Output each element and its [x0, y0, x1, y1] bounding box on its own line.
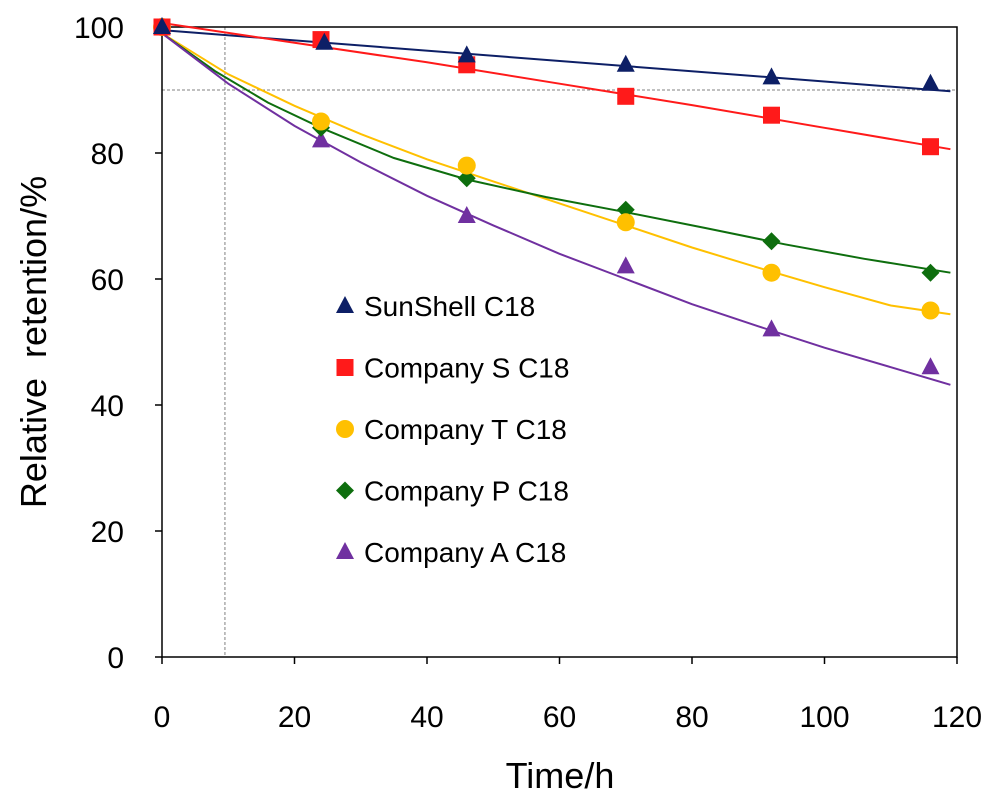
data-point-company-s-c18	[617, 87, 635, 105]
data-point-sunshell-c18	[762, 67, 781, 85]
y-tick-label: 60	[91, 264, 124, 297]
legend-label-company-t-c18: Company T C18	[364, 414, 567, 445]
x-tick-label: 40	[410, 701, 443, 734]
data-point-company-a-c18	[921, 357, 940, 375]
x-tick-label: 0	[154, 701, 171, 734]
data-point-company-p-c18	[457, 169, 476, 188]
data-point-company-p-c18	[921, 263, 940, 282]
data-point-sunshell-c18	[153, 17, 171, 34]
data-point-company-t-c18	[921, 301, 940, 320]
fit-line-company-t-c18	[161, 32, 951, 316]
data-point-company-s-c18	[922, 138, 939, 156]
data-point-company-s-c18	[763, 106, 780, 124]
data-point-sunshell-c18	[616, 54, 635, 72]
y-tick-label: 0	[107, 642, 124, 675]
x-tick-label: 80	[675, 701, 708, 734]
x-tick-labels: 0 20 40 60 80 100 120	[154, 701, 982, 734]
tick-marks	[155, 26, 958, 664]
fit-lines	[155, 21, 951, 386]
reference-lines	[162, 27, 957, 657]
fit-line-company-a-c18	[161, 32, 951, 386]
legend-label-company-a-c18: Company A C18	[364, 537, 566, 568]
y-tick-label: 20	[91, 516, 124, 549]
x-tick-label: 100	[799, 701, 849, 734]
legend-marker-company-t-c18	[336, 420, 354, 438]
y-tick-label: 100	[74, 12, 124, 45]
data-point-sunshell-c18	[921, 73, 940, 91]
x-tick-label: 60	[543, 701, 576, 734]
data-point-company-t-c18	[312, 112, 330, 131]
fit-line-company-s-c18	[155, 21, 951, 151]
x-tick-label: 120	[932, 701, 982, 734]
y-tick-label: 40	[91, 390, 124, 423]
data-point-sunshell-c18	[457, 45, 476, 63]
legend: SunShell C18 Company S C18 Company T C18 Co…	[336, 291, 569, 568]
data-point-company-p-c18	[616, 200, 635, 219]
data-points	[153, 17, 940, 375]
y-tick-label: 80	[91, 138, 124, 171]
fit-line-sunshell-c18	[161, 29, 951, 93]
x-tick-label: 20	[278, 701, 311, 734]
data-point-company-t-c18	[457, 156, 476, 175]
legend-label-company-s-c18: Company S C18	[364, 353, 569, 384]
data-point-company-a-c18	[616, 256, 635, 274]
data-point-sunshell-c18	[315, 32, 334, 50]
legend-marker-company-s-c18	[336, 359, 354, 376]
legend-marker-company-a-c18	[336, 542, 354, 559]
legend-marker-sunshell-c18	[336, 296, 354, 313]
legend-label-company-p-c18: Company P C18	[364, 476, 569, 507]
legend-marker-company-p-c18	[336, 481, 354, 500]
x-axis-title: Time/h	[506, 755, 615, 796]
data-point-company-a-c18	[762, 319, 781, 337]
data-point-company-a-c18	[312, 130, 330, 148]
y-tick-labels: 0 20 40 60 80 100	[74, 12, 124, 675]
data-point-company-a-c18	[457, 206, 476, 223]
data-point-company-t-c18	[616, 213, 635, 232]
data-point-company-t-c18	[762, 263, 781, 282]
y-axis-title: Relative retention/%	[13, 176, 54, 508]
fit-line-company-p-c18	[161, 32, 951, 274]
legend-label-sunshell-c18: SunShell C18	[364, 291, 535, 322]
data-point-company-p-c18	[762, 232, 781, 251]
